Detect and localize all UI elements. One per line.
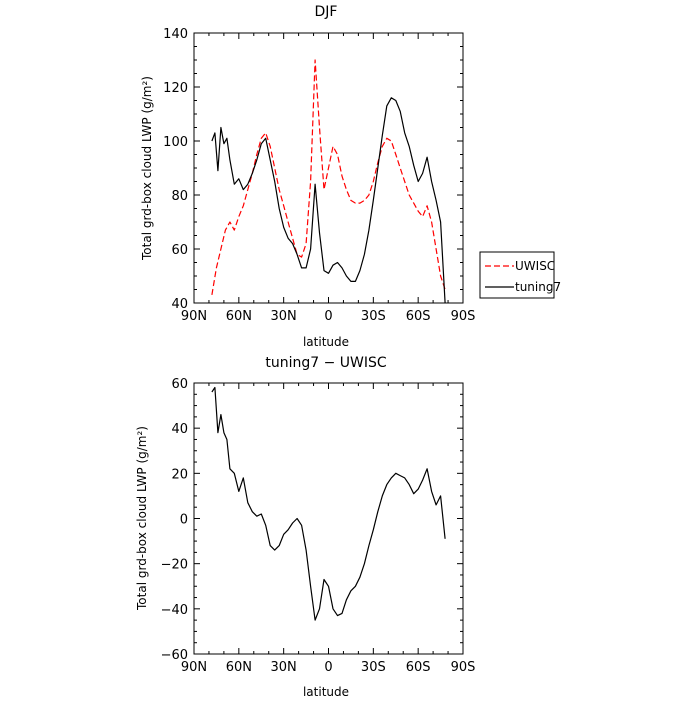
y-tick-label: 20: [171, 467, 188, 482]
x-tick-label: 30S: [361, 660, 386, 675]
panel-title: DJF: [315, 4, 338, 20]
x-tick-label: 60S: [406, 309, 431, 324]
x-tick-label: 0: [324, 309, 332, 324]
y-tick-label: 60: [171, 243, 188, 258]
x-tick-label: 90N: [181, 660, 207, 675]
y-tick-label: 60: [171, 377, 188, 392]
x-tick-label: 60N: [226, 660, 252, 675]
y-tick-label: 140: [163, 27, 188, 42]
series-line-uwisc: [211, 59, 446, 295]
series-line-tuning7: [211, 97, 446, 304]
y-tick-label: 120: [163, 81, 188, 96]
x-tick-label: 0: [324, 660, 332, 675]
x-tick-label: 90S: [451, 660, 476, 675]
panel-top: DJF Total grd-box cloud LWP (g/m²) latit…: [140, 4, 475, 349]
panel-title: tuning7 − UWISC: [265, 355, 387, 371]
y-tick-label: −60: [161, 648, 188, 663]
x-tick-label: 90N: [181, 309, 207, 324]
panel-bottom: tuning7 − UWISC Total grd-box cloud LWP …: [135, 355, 475, 699]
x-tick-label: 30S: [361, 309, 386, 324]
y-axis-title: Total grd-box cloud LWP (g/m²): [135, 426, 149, 611]
x-axis-title: latitude: [303, 335, 349, 349]
y-tick-label: 100: [163, 135, 188, 150]
plot-frame: [193, 382, 464, 655]
x-tick-label: 30N: [271, 660, 297, 675]
legend-label-uwisc: UWISC: [515, 259, 555, 273]
legend: UWISC tuning7: [479, 251, 561, 299]
y-tick-label: 0: [180, 513, 188, 528]
y-axis-title: Total grd-box cloud LWP (g/m²): [140, 76, 154, 261]
x-tick-label: 90S: [451, 309, 476, 324]
x-tick-label: 30N: [271, 309, 297, 324]
x-tick-label: 60S: [406, 660, 431, 675]
y-tick-label: −40: [161, 603, 188, 618]
legend-box: [479, 251, 555, 299]
y-tick-label: −20: [161, 558, 188, 573]
series-line-difference: [211, 386, 446, 621]
y-tick-label: 40: [171, 297, 188, 312]
y-tick-label: 80: [171, 189, 188, 204]
legend-label-tuning7: tuning7: [515, 280, 561, 294]
x-axis-title: latitude: [303, 685, 349, 699]
y-tick-label: 40: [171, 422, 188, 437]
x-tick-label: 60N: [226, 309, 252, 324]
